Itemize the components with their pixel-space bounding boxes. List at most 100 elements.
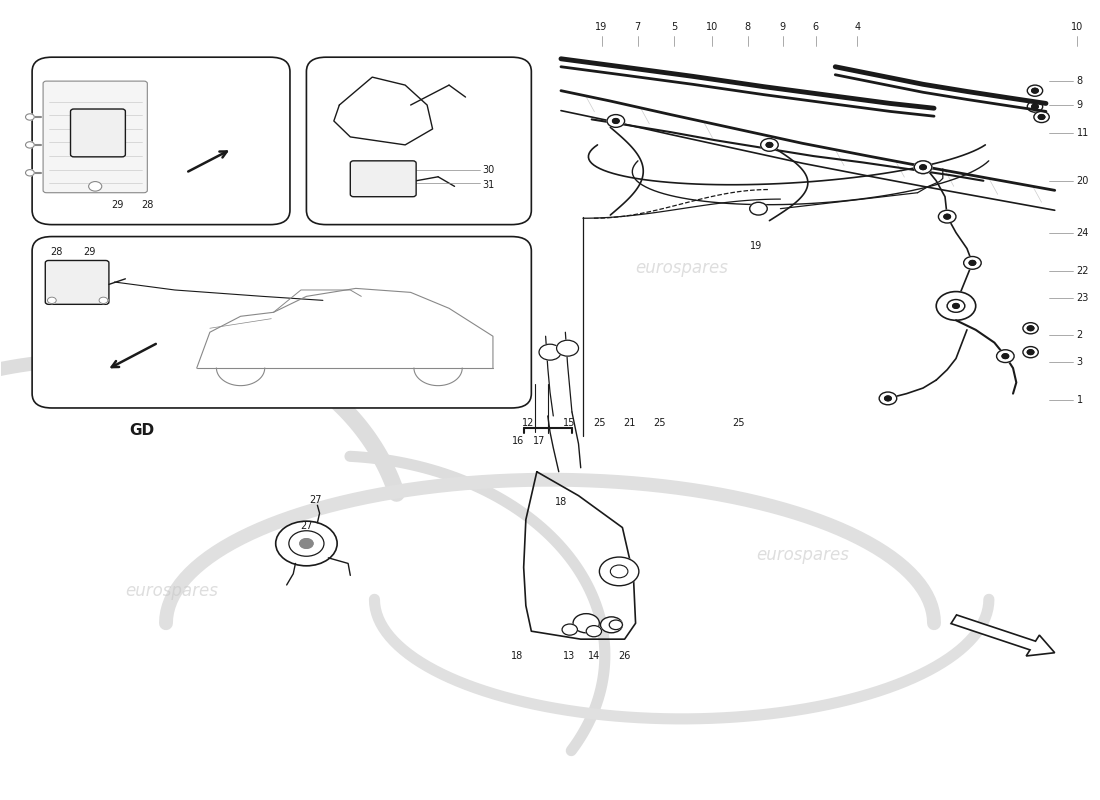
FancyBboxPatch shape	[307, 57, 531, 225]
Circle shape	[600, 557, 639, 586]
FancyBboxPatch shape	[32, 57, 290, 225]
Circle shape	[944, 214, 950, 219]
Text: 15: 15	[562, 418, 575, 427]
Circle shape	[99, 297, 108, 303]
Circle shape	[884, 396, 891, 401]
Circle shape	[1027, 326, 1034, 330]
Circle shape	[601, 617, 623, 633]
Text: 12: 12	[521, 418, 535, 427]
Text: 17: 17	[532, 436, 546, 446]
Text: 25: 25	[593, 418, 606, 427]
Text: 13: 13	[562, 651, 575, 661]
Circle shape	[1034, 111, 1049, 122]
Text: 2: 2	[1077, 330, 1082, 340]
Text: eurospares: eurospares	[756, 546, 849, 565]
Circle shape	[1032, 88, 1038, 93]
FancyBboxPatch shape	[45, 261, 109, 304]
Text: 3: 3	[1077, 357, 1082, 366]
Circle shape	[914, 161, 932, 174]
Text: 16: 16	[513, 436, 525, 446]
Text: 4: 4	[855, 22, 860, 32]
Circle shape	[562, 624, 578, 635]
Text: 7: 7	[635, 22, 641, 32]
Text: 27: 27	[309, 494, 321, 505]
Circle shape	[607, 114, 625, 127]
Text: 23: 23	[1077, 293, 1089, 303]
Circle shape	[539, 344, 561, 360]
Polygon shape	[952, 615, 1055, 656]
Text: 27: 27	[300, 521, 312, 531]
Circle shape	[557, 340, 579, 356]
Text: 11: 11	[1077, 128, 1089, 138]
Circle shape	[750, 202, 768, 215]
Circle shape	[914, 161, 932, 174]
Text: 20: 20	[1077, 176, 1089, 186]
Circle shape	[1027, 101, 1043, 112]
Circle shape	[610, 565, 628, 578]
Text: 28: 28	[141, 200, 154, 210]
Text: 26: 26	[618, 651, 630, 661]
Text: 21: 21	[623, 418, 635, 427]
Circle shape	[25, 114, 34, 120]
Text: 19: 19	[595, 22, 607, 32]
Text: 18: 18	[512, 651, 524, 661]
Circle shape	[969, 261, 976, 266]
Circle shape	[47, 297, 56, 303]
Circle shape	[947, 299, 965, 312]
Circle shape	[1027, 350, 1034, 354]
Text: 9: 9	[780, 22, 785, 32]
FancyBboxPatch shape	[70, 109, 125, 157]
Text: 22: 22	[1077, 266, 1089, 276]
Circle shape	[25, 142, 34, 148]
Circle shape	[1032, 104, 1038, 109]
Text: 30: 30	[482, 166, 494, 175]
Circle shape	[997, 350, 1014, 362]
Circle shape	[1038, 114, 1045, 119]
Text: 8: 8	[1077, 76, 1082, 86]
Text: eurospares: eurospares	[125, 152, 218, 170]
Circle shape	[613, 118, 619, 123]
Circle shape	[761, 138, 778, 151]
Text: 1: 1	[1077, 395, 1082, 405]
Text: 19: 19	[750, 241, 762, 250]
Text: 8: 8	[745, 22, 750, 32]
Text: 28: 28	[51, 246, 63, 257]
Circle shape	[964, 257, 981, 270]
Text: GD: GD	[130, 422, 154, 438]
Circle shape	[953, 303, 959, 308]
Circle shape	[947, 299, 965, 312]
Text: eurospares: eurospares	[328, 152, 421, 170]
Text: 29: 29	[111, 200, 124, 210]
Circle shape	[879, 392, 896, 405]
Text: 18: 18	[554, 498, 568, 507]
FancyBboxPatch shape	[43, 81, 147, 193]
Circle shape	[25, 170, 34, 176]
Text: 10: 10	[1070, 22, 1082, 32]
Circle shape	[289, 530, 324, 556]
Circle shape	[586, 626, 602, 637]
Circle shape	[920, 165, 926, 170]
Circle shape	[1023, 346, 1038, 358]
Text: 25: 25	[653, 418, 666, 427]
Circle shape	[573, 614, 600, 633]
Text: 25: 25	[733, 418, 745, 427]
Text: 6: 6	[813, 22, 818, 32]
Circle shape	[920, 165, 926, 170]
FancyBboxPatch shape	[32, 237, 531, 408]
Text: eurospares: eurospares	[125, 327, 218, 346]
Text: 14: 14	[587, 651, 600, 661]
FancyBboxPatch shape	[350, 161, 416, 197]
Circle shape	[300, 538, 313, 548]
Text: 5: 5	[671, 22, 678, 32]
Circle shape	[89, 182, 102, 191]
Text: 29: 29	[82, 246, 96, 257]
Circle shape	[609, 620, 623, 630]
Circle shape	[936, 291, 976, 320]
Circle shape	[1027, 85, 1043, 96]
Text: eurospares: eurospares	[635, 259, 728, 278]
Text: 31: 31	[482, 180, 494, 190]
Text: 9: 9	[1077, 100, 1082, 110]
Circle shape	[938, 210, 956, 223]
Circle shape	[1002, 354, 1009, 358]
Circle shape	[276, 521, 337, 566]
